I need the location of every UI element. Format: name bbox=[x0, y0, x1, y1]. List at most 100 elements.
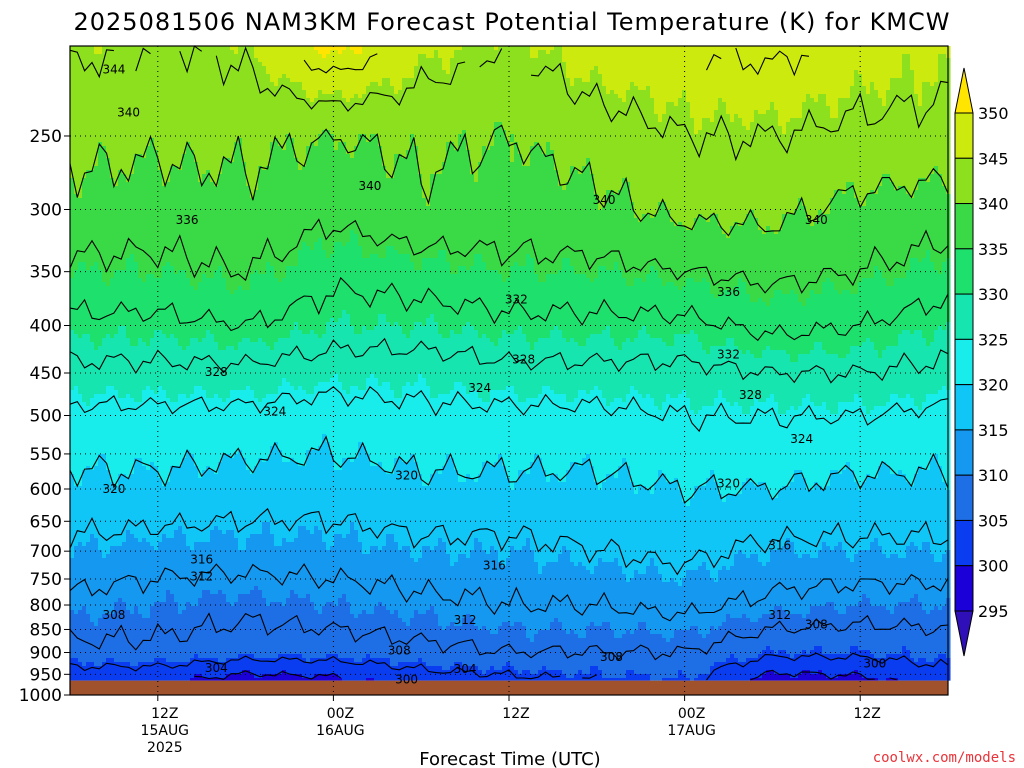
theta-fill-cell bbox=[182, 350, 187, 395]
theta-fill-cell bbox=[190, 46, 195, 151]
theta-fill-cell bbox=[678, 290, 683, 335]
theta-fill-cell bbox=[106, 158, 111, 287]
theta-fill-cell bbox=[526, 670, 531, 681]
colorbar-label: 295 bbox=[978, 602, 1009, 621]
theta-fill-cell bbox=[398, 458, 403, 551]
theta-fill-cell bbox=[122, 398, 127, 475]
theta-fill-cell bbox=[674, 398, 679, 479]
theta-fill-cell bbox=[574, 170, 579, 275]
theta-fill-cell bbox=[254, 678, 259, 681]
theta-fill-cell bbox=[138, 614, 143, 663]
theta-fill-cell bbox=[622, 402, 627, 459]
theta-fill-cell bbox=[90, 342, 95, 399]
credit-link[interactable]: coolwx.com/models bbox=[873, 750, 1016, 766]
theta-fill-cell bbox=[594, 66, 599, 195]
theta-fill-cell bbox=[262, 674, 267, 681]
theta-fill-cell bbox=[530, 462, 535, 551]
theta-fill-cell bbox=[178, 662, 183, 681]
theta-fill-cell bbox=[602, 330, 607, 399]
theta-fill-cell bbox=[482, 462, 487, 551]
theta-fill-cell bbox=[922, 470, 927, 543]
theta-fill-cell bbox=[286, 542, 291, 599]
theta-fill-cell bbox=[822, 214, 827, 283]
theta-fill-cell bbox=[382, 314, 387, 383]
theta-fill-cell bbox=[106, 554, 111, 615]
theta-fill-cell bbox=[518, 46, 523, 155]
theta-fill-cell bbox=[582, 274, 587, 347]
theta-fill-cell bbox=[474, 182, 479, 255]
theta-fill-cell bbox=[874, 406, 879, 479]
theta-fill-cell bbox=[638, 222, 643, 279]
theta-fill-cell bbox=[374, 46, 379, 83]
theta-fill-cell bbox=[318, 134, 323, 239]
theta-fill-cell bbox=[922, 46, 927, 83]
theta-fill-cell bbox=[238, 138, 243, 287]
theta-fill-cell bbox=[318, 54, 323, 91]
theta-fill-cell bbox=[330, 94, 335, 135]
theta-fill-cell bbox=[302, 678, 307, 681]
theta-fill-cell bbox=[198, 658, 203, 675]
theta-fill-cell bbox=[930, 610, 935, 663]
theta-fill-cell bbox=[854, 198, 859, 295]
theta-fill-cell bbox=[94, 666, 99, 681]
theta-fill-cell bbox=[886, 90, 891, 175]
theta-fill-cell bbox=[906, 602, 911, 651]
theta-fill-cell bbox=[738, 662, 743, 681]
theta-fill-cell bbox=[434, 398, 439, 471]
theta-fill-cell bbox=[890, 614, 895, 655]
theta-fill-cell bbox=[566, 182, 571, 259]
theta-fill-cell bbox=[366, 86, 371, 143]
theta-fill-cell bbox=[830, 550, 835, 603]
theta-fill-cell bbox=[718, 98, 723, 227]
theta-fill-cell bbox=[714, 214, 719, 299]
theta-fill-cell bbox=[162, 390, 167, 487]
theta-fill-cell bbox=[498, 390, 503, 455]
theta-fill-cell bbox=[218, 678, 223, 681]
theta-fill-cell bbox=[710, 406, 715, 471]
theta-fill-cell bbox=[622, 342, 627, 403]
theta-fill-cell bbox=[878, 270, 883, 359]
theta-fill-cell bbox=[426, 58, 431, 207]
theta-fill-cell bbox=[562, 546, 567, 631]
theta-fill-cell bbox=[278, 450, 283, 547]
theta-fill-cell bbox=[354, 334, 359, 387]
theta-fill-cell bbox=[142, 342, 147, 391]
theta-fill-cell bbox=[466, 666, 471, 681]
theta-fill-cell bbox=[926, 662, 931, 681]
theta-fill-cell bbox=[658, 46, 663, 123]
theta-fill-cell bbox=[602, 482, 607, 563]
theta-fill-cell bbox=[182, 458, 187, 535]
theta-fill-cell bbox=[454, 274, 459, 335]
theta-fill-cell bbox=[514, 262, 519, 331]
theta-fill-cell bbox=[354, 618, 359, 663]
theta-fill-cell bbox=[858, 46, 863, 75]
theta-fill-cell bbox=[614, 94, 619, 195]
theta-fill-cell bbox=[250, 534, 255, 591]
theta-fill-cell bbox=[570, 266, 575, 339]
theta-fill-cell bbox=[246, 670, 251, 681]
contour-label: 312 bbox=[454, 613, 477, 627]
theta-fill-cell bbox=[402, 622, 407, 663]
theta-fill-cell bbox=[586, 46, 591, 83]
theta-fill-cell bbox=[334, 242, 339, 323]
theta-fill-cell bbox=[814, 406, 819, 483]
theta-fill-cell bbox=[238, 46, 243, 139]
theta-fill-cell bbox=[322, 58, 327, 95]
theta-fill-cell bbox=[186, 546, 191, 603]
theta-fill-cell bbox=[846, 654, 851, 675]
theta-fill-cell bbox=[630, 342, 635, 387]
theta-fill-cell bbox=[838, 46, 843, 99]
contour-label: 304 bbox=[454, 662, 477, 676]
theta-fill-cell bbox=[538, 46, 543, 51]
theta-fill-cell bbox=[486, 630, 491, 671]
theta-fill-cell bbox=[322, 130, 327, 251]
theta-fill-cell bbox=[770, 350, 775, 395]
theta-fill-cell bbox=[622, 46, 627, 103]
theta-fill-cell bbox=[902, 558, 907, 603]
theta-fill-cell bbox=[218, 590, 223, 663]
theta-fill-cell bbox=[246, 290, 251, 339]
theta-fill-cell bbox=[546, 54, 551, 143]
theta-fill-cell bbox=[658, 574, 663, 635]
contour-label: 308 bbox=[805, 618, 828, 632]
